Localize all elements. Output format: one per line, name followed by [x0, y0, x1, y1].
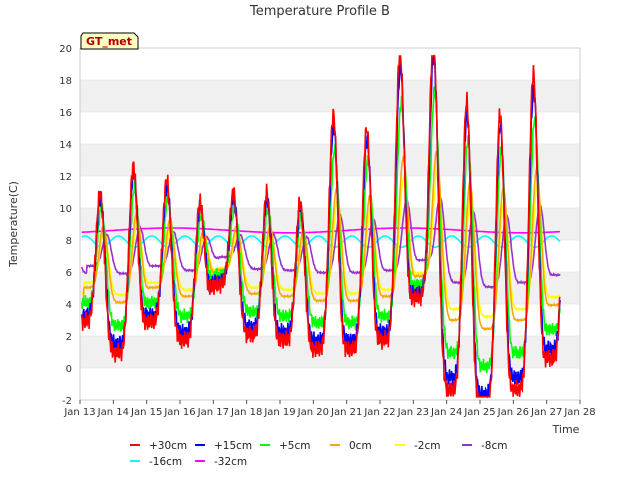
x-tick-label: Jan 28 — [563, 407, 595, 418]
legend-label: -32cm — [214, 456, 247, 468]
y-tick-label: 2 — [66, 332, 72, 343]
x-tick-label: Jan 14 — [97, 407, 129, 418]
y-tick-label: 16 — [59, 108, 72, 119]
y-axis-label: Temperature(C) — [7, 181, 20, 268]
x-axis: Jan 13 Jan 14 Jan 15 Jan 16 Jan 17 Jan 18 Jan … — [63, 400, 596, 418]
legend-label: +5cm — [279, 440, 310, 452]
series-line-minus32cm — [81, 227, 561, 234]
badge-label: GT_met — [86, 35, 132, 48]
x-tick-label: Jan 15 — [130, 407, 162, 418]
legend-label: -2cm — [414, 440, 440, 452]
grid-band — [80, 112, 580, 144]
y-tick-label: 0 — [66, 364, 72, 375]
x-tick-label: Jan 18 — [230, 407, 262, 418]
y-axis: -2 0 2 4 6 8 10 12 14 16 18 20 — [59, 44, 72, 407]
y-tick-label: 4 — [66, 300, 72, 311]
series-lines — [80, 54, 561, 399]
grid-band — [80, 48, 580, 80]
chart-title: Temperature Profile B — [249, 4, 390, 19]
y-tick-label: 12 — [59, 172, 72, 183]
legend-label: -8cm — [481, 440, 507, 452]
y-tick-label: 18 — [59, 76, 72, 87]
series-line-minus16cm — [81, 235, 561, 248]
x-tick-label: Jan 25 — [463, 407, 495, 418]
legend-label: 0cm — [349, 440, 372, 452]
y-tick-label: 14 — [59, 140, 72, 151]
x-tick-label: Jan 21 — [330, 407, 362, 418]
y-tick-label: 6 — [66, 268, 72, 279]
series-line-0cm — [81, 150, 561, 332]
grid-band — [80, 368, 580, 400]
x-tick-label: Jan 20 — [297, 407, 329, 418]
x-tick-label: Jan 19 — [263, 407, 295, 418]
y-tick-label: 8 — [66, 236, 72, 247]
x-tick-label: Jan 26 — [497, 407, 529, 418]
legend-label: +30cm — [149, 440, 187, 452]
x-tick-label: Jan 24 — [430, 407, 462, 418]
gt-met-badge: GT_met — [80, 32, 139, 50]
x-tick-label: Jan 27 — [530, 407, 562, 418]
y-tick-label: 20 — [59, 44, 72, 55]
series-line-plus5cm — [80, 86, 561, 374]
x-tick-label: Jan 17 — [197, 407, 229, 418]
grid-band — [80, 304, 580, 336]
y-tick-label: -2 — [62, 396, 72, 407]
y-tick-label: 10 — [59, 204, 72, 215]
grid-band — [80, 336, 580, 368]
grid-band — [80, 80, 580, 112]
x-tick-label: Jan 22 — [363, 407, 395, 418]
legend-label: -16cm — [149, 456, 182, 468]
legend: +30cm +15cm +5cm 0cm -2cm -8cm -16cm -32cm — [130, 440, 507, 468]
x-tick-label: Jan 16 — [163, 407, 195, 418]
legend-label: +15cm — [214, 440, 252, 452]
plot-frame — [79, 47, 581, 401]
x-tick-label: Jan 23 — [397, 407, 429, 418]
series-line-plus30cm — [80, 55, 561, 398]
x-tick-label: Jan 13 — [63, 407, 95, 418]
x-axis-label: Time — [552, 423, 580, 436]
